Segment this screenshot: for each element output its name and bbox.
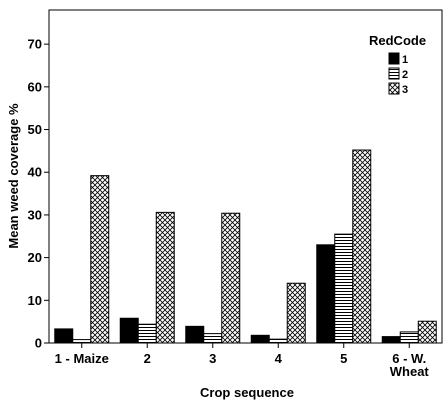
bar-series-2-cat-2: [137, 323, 157, 344]
legend: RedCode 1 2 3: [369, 33, 426, 96]
legend-label-2: 2: [402, 69, 408, 81]
legend-title: RedCode: [369, 33, 426, 48]
bar-series-3-cat-4: [286, 282, 306, 344]
bar-series-2-cat-4: [268, 338, 288, 344]
x-tick-label: 5: [340, 351, 347, 366]
bar-series-3-cat-2: [155, 211, 175, 344]
bar-series-1-cat-3: [185, 325, 205, 344]
bar-series-3-cat-6: [417, 320, 437, 344]
legend-label-1: 1: [402, 54, 408, 66]
bar-series-1-cat-4: [250, 334, 270, 344]
y-tick-label: 40: [28, 165, 42, 180]
bar-series-3-cat-1: [90, 175, 110, 344]
y-tick-label: 60: [28, 79, 42, 94]
bar-series-2-cat-5: [334, 233, 354, 344]
x-tick-label: 1 - Maize: [55, 351, 109, 366]
bar-series-2-cat-1: [72, 339, 92, 344]
bar-series-1-cat-6: [381, 336, 401, 344]
bar-series-2-cat-6: [399, 331, 419, 344]
y-tick-label: 10: [28, 293, 42, 308]
y-tick-label: 30: [28, 207, 42, 222]
legend-swatch-3: [388, 82, 400, 95]
x-axis-title: Crop sequence: [200, 385, 294, 400]
x-tick-label: 2: [144, 351, 151, 366]
y-tick-label: 50: [28, 122, 42, 137]
y-tick-label: 0: [35, 336, 42, 351]
x-tick-label: 3: [209, 351, 216, 366]
bar-series-1-cat-5: [316, 244, 336, 344]
legend-swatch-2: [388, 67, 400, 80]
bar-series-3-cat-3: [221, 212, 241, 344]
bar-series-1-cat-2: [119, 317, 139, 344]
bar-series-1-cat-1: [54, 328, 74, 344]
bar-series-2-cat-3: [203, 333, 223, 344]
bar-series-3-cat-5: [352, 149, 372, 344]
bars: [54, 149, 437, 344]
y-tick-label: 70: [28, 37, 42, 52]
x-tick-label: 4: [275, 351, 283, 366]
plot-frame: [48, 9, 443, 344]
y-axis: 0 10 20 30 40 50 60 70: [28, 37, 49, 351]
y-axis-title: Mean weed coverage %: [6, 103, 21, 249]
legend-swatch-1: [388, 52, 400, 65]
y-tick-label: 20: [28, 250, 42, 265]
legend-label-3: 3: [402, 84, 408, 96]
x-axis: 1 - Maize 2 3 4 5 6 - W. Wheat: [55, 343, 430, 379]
x-tick-label: 6 - W. Wheat: [390, 351, 430, 379]
